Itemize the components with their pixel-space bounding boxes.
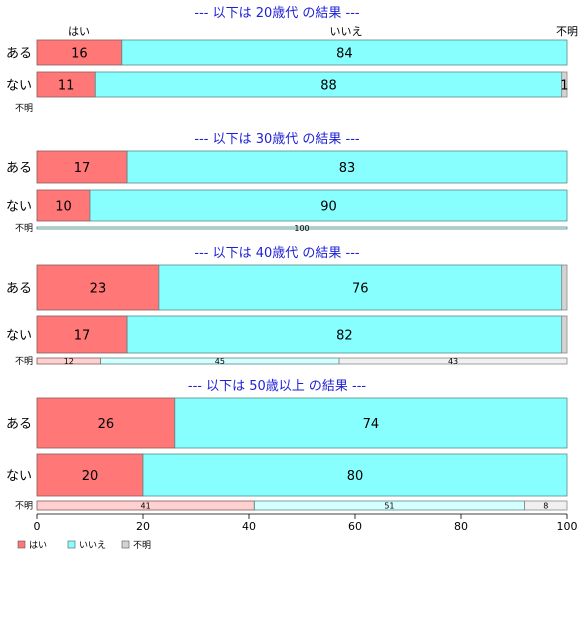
- bar-segment: [158, 264, 563, 311]
- row-label: ない: [6, 200, 32, 215]
- legend-swatch: [121, 540, 130, 549]
- bar-segment: [36, 189, 91, 222]
- bar-segment: [36, 226, 568, 230]
- column-label: はい: [68, 25, 90, 38]
- legend-label: 不明: [133, 540, 151, 551]
- row-label: ある: [6, 161, 32, 176]
- row-label: ある: [6, 282, 32, 297]
- bar-segment: [524, 500, 568, 511]
- bar-value-label: 74: [363, 417, 380, 432]
- panel-title: --- 以下は 30歳代 の結果 ---: [194, 132, 360, 147]
- bar-value-label: 88: [320, 79, 337, 94]
- bar-value-label: 8: [543, 502, 548, 511]
- row-label: ない: [6, 469, 32, 484]
- bar-segment: [36, 39, 123, 66]
- legend-label: はい: [29, 540, 47, 551]
- legend-swatch: [17, 540, 26, 549]
- bar-segment: [36, 315, 128, 354]
- bar-value-label: 20: [82, 469, 99, 484]
- bar-segment: [126, 150, 568, 184]
- row-label: 不明: [15, 356, 33, 367]
- column-label: 不明: [556, 25, 578, 38]
- x-tick-label: 60: [348, 520, 362, 533]
- bar-segment: [36, 397, 176, 449]
- bar-segment: [121, 39, 568, 66]
- bar-value-label: 84: [336, 47, 353, 62]
- bar-segment: [89, 189, 568, 222]
- panel-title: --- 以下は 40歳代 の結果 ---: [194, 246, 360, 261]
- bar-segment: [561, 315, 568, 354]
- row-label: 不明: [15, 223, 33, 234]
- bar-value-label: 1: [560, 79, 568, 94]
- column-label: いいえ: [330, 25, 363, 38]
- panel-title: --- 以下は 50歳以上 の結果 ---: [188, 379, 367, 394]
- bar-segment: [36, 150, 128, 184]
- bar-segment: [561, 71, 568, 98]
- panel-title: --- 以下は 20歳代 の結果 ---: [194, 6, 360, 21]
- bar-segment: [142, 453, 568, 497]
- bar-value-label: 43: [448, 357, 458, 366]
- x-tick-label: 80: [454, 520, 468, 533]
- bar-segment: [126, 315, 563, 354]
- bar-segment: [338, 357, 568, 365]
- row-label: ない: [6, 79, 32, 94]
- bar-value-label: 82: [336, 329, 353, 344]
- bar-value-label: 80: [347, 469, 364, 484]
- x-tick-label: 0: [34, 520, 41, 533]
- row-label: 不明: [15, 103, 33, 114]
- bar-value-label: 45: [215, 357, 225, 366]
- row-label: ある: [6, 47, 32, 62]
- bar-value-label: 23: [90, 282, 107, 297]
- row-label: ある: [6, 417, 32, 432]
- bar-value-label: 90: [320, 200, 337, 215]
- row-label: 不明: [15, 501, 33, 512]
- legend-label: いいえ: [79, 540, 106, 551]
- bar-value-label: 51: [384, 502, 394, 511]
- bar-segment: [174, 397, 568, 449]
- bar-value-label: 100: [294, 224, 309, 233]
- bar-segment: [561, 264, 568, 311]
- bar-value-label: 17: [74, 329, 91, 344]
- x-tick-label: 100: [557, 520, 578, 533]
- x-tick-label: 20: [136, 520, 150, 533]
- bar-value-label: 12: [64, 357, 74, 366]
- bar-value-label: 10: [55, 200, 72, 215]
- legend-swatch: [67, 540, 76, 549]
- bar-value-label: 11: [58, 79, 75, 94]
- bar-value-label: 76: [352, 282, 369, 297]
- x-tick-label: 40: [242, 520, 256, 533]
- bar-value-label: 16: [71, 47, 88, 62]
- row-label: ない: [6, 329, 32, 344]
- bar-value-label: 41: [141, 502, 151, 511]
- bar-value-label: 26: [98, 417, 115, 432]
- bar-value-label: 17: [74, 161, 91, 176]
- bar-segment: [36, 71, 96, 98]
- bar-segment: [36, 264, 160, 311]
- bar-value-label: 83: [339, 161, 356, 176]
